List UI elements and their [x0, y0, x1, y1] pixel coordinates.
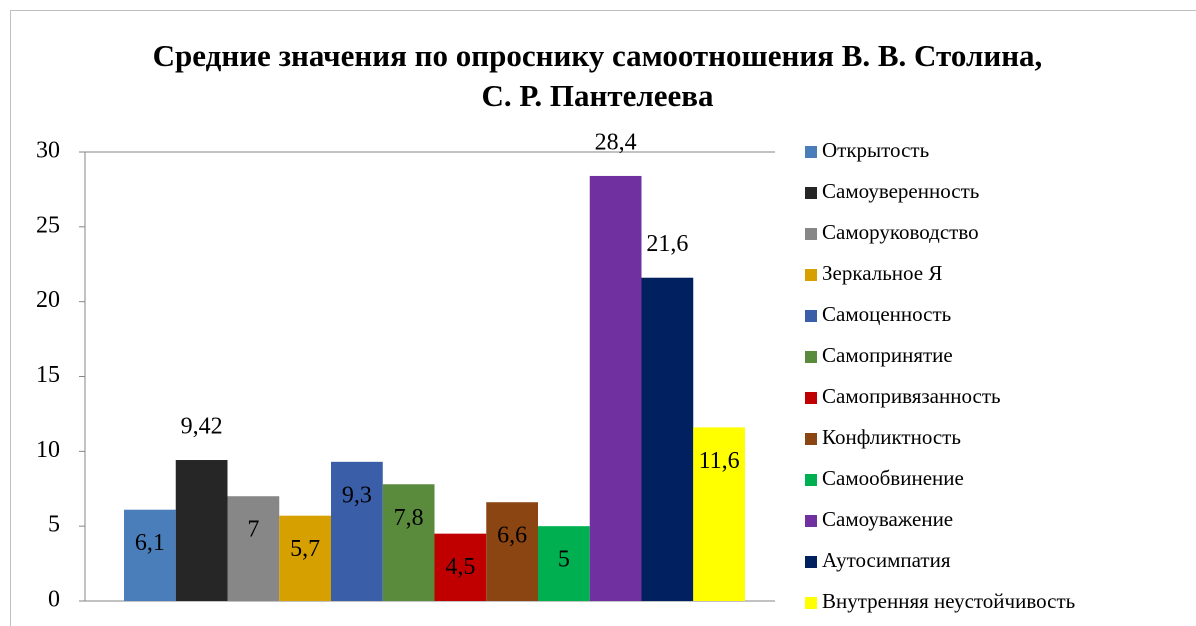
legend-swatch: [805, 392, 817, 404]
legend-swatch: [805, 474, 817, 486]
y-tick-label: 30: [36, 138, 60, 164]
legend-swatch: [805, 187, 817, 199]
bar: [589, 175, 642, 602]
bar: [538, 526, 590, 601]
data-label: 6,1: [135, 530, 165, 556]
data-label: 7: [247, 517, 259, 543]
data-label: 6,6: [497, 523, 527, 549]
legend-swatch: [805, 228, 817, 240]
y-tick-label: 0: [48, 587, 60, 613]
legend-swatch: [805, 146, 817, 158]
bar: [693, 427, 745, 601]
y-tick-label: 15: [36, 362, 60, 388]
legend-swatch: [805, 269, 817, 281]
y-tick-label: 20: [36, 287, 60, 313]
data-label: 7,8: [394, 505, 424, 531]
y-tick-label: 10: [36, 437, 60, 463]
legend-label: Конфликтность: [822, 425, 961, 449]
bar: [279, 515, 331, 601]
legend-label: Самоуважение: [822, 507, 953, 531]
bar: [641, 277, 694, 601]
bar: [331, 461, 383, 601]
data-label: 9,42: [181, 414, 223, 440]
legend-label: Самообвинение: [822, 466, 964, 490]
legend-swatch: [805, 515, 817, 527]
bar: [486, 502, 538, 601]
legend-swatch: [805, 310, 817, 322]
legend-label: Саморуководство: [822, 220, 979, 244]
bar: [382, 484, 435, 601]
data-label: 21,6: [646, 231, 688, 257]
legend-swatch: [805, 351, 817, 363]
legend-label: Открытость: [822, 138, 929, 162]
legend-label: Внутренняя неустойчивость: [822, 589, 1075, 613]
bar: [434, 533, 487, 601]
data-label: 9,3: [342, 482, 372, 508]
y-tick-label: 5: [48, 512, 60, 538]
legend-label: Самопринятие: [822, 343, 953, 367]
legend-label: Самоценность: [822, 302, 951, 326]
y-tick-label: 25: [36, 212, 60, 238]
chart-title: Средние значения по опроснику самоотноше…: [152, 38, 1043, 113]
legend-swatch: [805, 433, 817, 445]
legend-label: Зеркальное Я: [822, 261, 942, 285]
bar: [124, 509, 176, 601]
data-label: 11,6: [699, 448, 740, 474]
data-label: 28,4: [595, 129, 637, 155]
legend-label: Самопривязанность: [822, 384, 1001, 408]
legend-label: Самоуверенность: [822, 179, 979, 203]
legend-label: Аутосимпатия: [822, 548, 951, 572]
data-label: 5,7: [290, 536, 320, 562]
legend-swatch: [805, 597, 817, 609]
bar: [175, 460, 228, 601]
data-label: 5: [558, 547, 570, 573]
chart-border: [10, 10, 1196, 626]
bar: [227, 496, 280, 601]
legend-swatch: [805, 556, 817, 568]
data-label: 4,5: [445, 554, 475, 580]
